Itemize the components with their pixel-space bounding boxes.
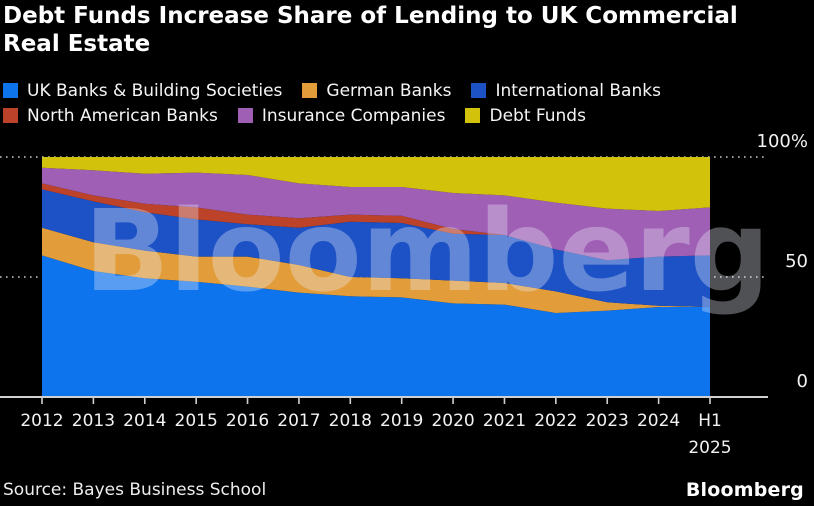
y-axis-label-50: 50 (785, 251, 808, 272)
x-axis-label-2021: 2021 (483, 411, 526, 431)
source-credit: Source: Bayes Business School (3, 480, 267, 500)
legend-swatch (3, 108, 18, 123)
legend-row-2: North American Banks Insurance Companies D… (3, 103, 808, 128)
bloomberg-logo: Bloomberg (685, 479, 804, 501)
legend-swatch (3, 83, 18, 98)
x-axis-label-2023: 2023 (586, 411, 629, 431)
x-axis-label-2022: 2022 (534, 411, 577, 431)
x-axis-label-2012: 2012 (20, 411, 63, 431)
legend-row-1: UK Banks & Building Societies German Bank… (3, 78, 808, 103)
legend: UK Banks & Building Societies German Bank… (3, 78, 808, 128)
x-axis-label-H1-2025: H1 2025 (688, 411, 731, 458)
area-debt-funds (42, 157, 710, 211)
legend-item-2: International Banks (471, 80, 661, 101)
legend-label: International Banks (495, 80, 661, 101)
x-axis-label-2016: 2016 (226, 411, 269, 431)
legend-label: Debt Funds (489, 105, 586, 126)
legend-item-0: UK Banks & Building Societies (3, 81, 282, 101)
x-axis-label-2024: 2024 (637, 411, 680, 431)
chart-title: Debt Funds Increase Share of Lending to … (3, 3, 738, 57)
area-uk-banks-building-societies (42, 255, 710, 397)
area-german-banks (42, 227, 710, 313)
legend-label: North American Banks (27, 105, 218, 126)
x-axis-label-2019: 2019 (380, 411, 423, 431)
x-axis-label-2018: 2018 (329, 411, 372, 431)
legend-swatch (465, 108, 481, 123)
legend-label: Insurance Companies (261, 105, 446, 126)
legend-item-4: Insurance Companies (237, 105, 446, 126)
legend-label: UK Banks & Building Societies (27, 80, 283, 101)
x-axis-label-2015: 2015 (175, 411, 218, 431)
legend-swatch (471, 83, 487, 98)
x-axis-label-2020: 2020 (431, 411, 474, 431)
x-axis-label-2013: 2013 (72, 411, 115, 431)
legend-swatch (302, 83, 318, 98)
x-axis-label-2017: 2017 (277, 411, 320, 431)
area-insurance-companies (42, 167, 710, 261)
area-international-banks (42, 189, 710, 307)
legend-swatch (237, 108, 253, 123)
legend-item-5: Debt Funds (465, 105, 586, 126)
legend-label: German Banks (326, 80, 452, 101)
area-north-american-banks (42, 183, 710, 261)
legend-item-1: German Banks (302, 81, 451, 101)
y-axis-label-100: 100% (757, 131, 808, 152)
y-axis-label-0: 0 (797, 371, 808, 392)
x-axis-label-2014: 2014 (123, 411, 166, 431)
legend-item-3: North American Banks (3, 106, 218, 126)
